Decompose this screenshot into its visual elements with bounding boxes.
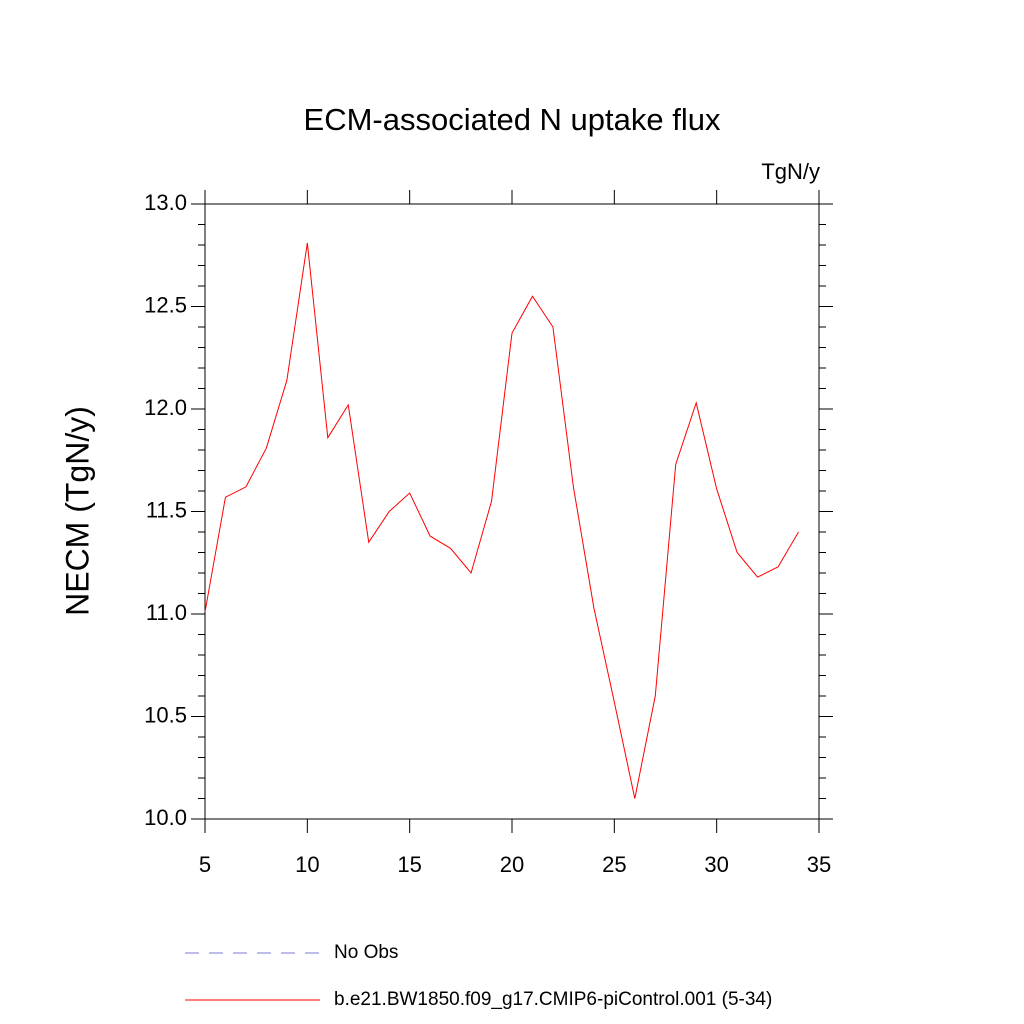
y-tick-label: 11.0 [146, 600, 187, 625]
x-tick-label: 35 [807, 852, 831, 877]
y-tick-label: 13.0 [144, 190, 187, 215]
units-label: TgN/y [761, 159, 820, 184]
x-tick-label: 20 [500, 852, 524, 877]
y-tick-label: 12.0 [144, 395, 187, 420]
x-tick-label: 30 [704, 852, 728, 877]
legend-label: No Obs [334, 942, 398, 963]
legend-label: b.e21.BW1850.f09_g17.CMIP6-piControl.001… [334, 989, 772, 1010]
y-tick-label: 11.5 [146, 497, 187, 522]
y-tick-label: 10.5 [144, 702, 187, 727]
y-tick-label: 10.0 [144, 805, 187, 830]
x-tick-label: 10 [295, 852, 319, 877]
x-tick-label: 15 [397, 852, 421, 877]
x-tick-label: 5 [199, 852, 211, 877]
x-tick-label: 25 [602, 852, 626, 877]
plot-frame [204, 203, 820, 820]
y-axis-label: NECM (TgN/y) [59, 406, 95, 616]
y-tick-label: 12.5 [144, 292, 187, 317]
chart-title: ECM-associated N uptake flux [304, 102, 721, 137]
series-line [204, 242, 799, 799]
